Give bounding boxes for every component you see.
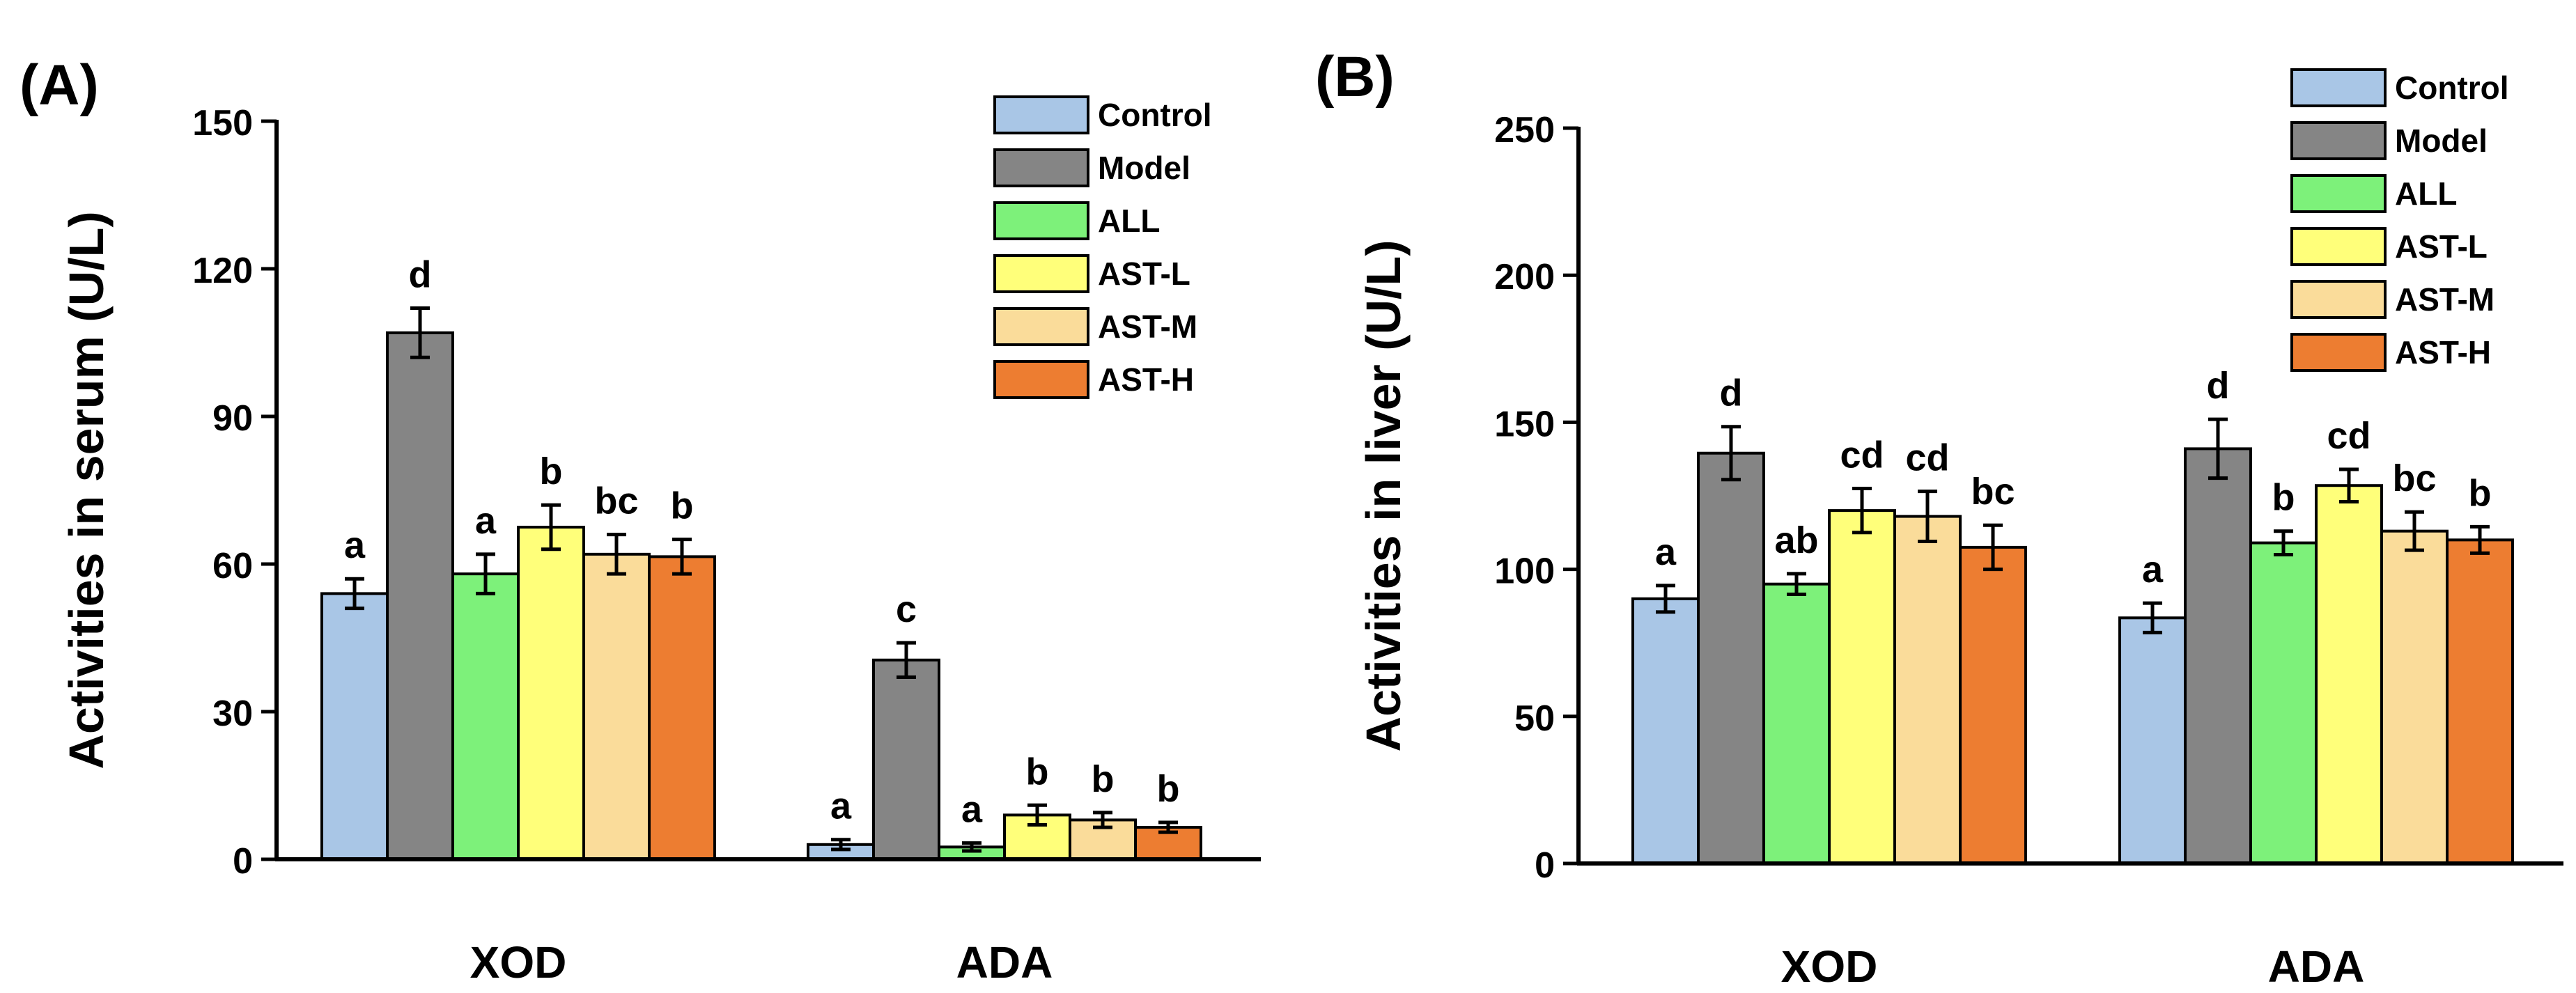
significance-letter: ab <box>1774 519 1818 561</box>
significance-letter: b <box>2469 472 2492 514</box>
significance-letter: bc <box>594 480 638 522</box>
legend-swatch <box>2290 121 2387 160</box>
legend-swatch <box>993 95 1089 134</box>
y-tick-label: 0 <box>1535 845 1555 886</box>
significance-letter: d <box>409 254 432 296</box>
significance-letter: b <box>1157 768 1180 810</box>
legend-swatch <box>2290 280 2387 319</box>
legend-swatch <box>2290 174 2387 213</box>
legend-swatch <box>993 307 1089 346</box>
significance-letter: b <box>1026 751 1049 792</box>
legend-swatch <box>993 254 1089 293</box>
legend-swatch <box>993 360 1089 399</box>
y-tick-label: 0 <box>233 841 253 882</box>
panel-label: (B) <box>1315 45 1395 109</box>
bar <box>1828 509 1896 865</box>
y-tick-label: 90 <box>212 398 253 439</box>
significance-letter: b <box>2272 477 2295 519</box>
bar <box>517 526 585 861</box>
bar <box>2118 616 2187 866</box>
significance-letter: b <box>1092 758 1115 800</box>
significance-letter: d <box>2207 365 2230 407</box>
bar <box>2315 484 2383 865</box>
y-tick-label: 150 <box>192 103 253 143</box>
bar <box>451 572 520 861</box>
y-tick-label: 250 <box>1494 110 1555 150</box>
significance-letter: bc <box>1971 471 2015 513</box>
legend: Control Model ALL AST-L AST-M AST-H <box>993 95 1212 399</box>
chart-panel-2: (B) Activities in liver (U/L) 0 50 100 150 200… <box>1315 45 2563 992</box>
significance-letter: cd <box>1905 437 1949 479</box>
y-tick-label: 200 <box>1494 257 1555 297</box>
panel-label: (A) <box>20 54 99 117</box>
legend-label: AST-H <box>1098 361 1194 398</box>
y-tick-label: 150 <box>1494 404 1555 444</box>
legend-swatch <box>2290 333 2387 372</box>
x-category-label: XOD <box>470 937 567 987</box>
significance-letter: a <box>344 524 366 566</box>
chart-panel-1: (A) Activities in serum (U/L) 0 30 60 90 120 15… <box>20 54 1261 987</box>
significance-letter: a <box>961 789 983 831</box>
x-category-label: ADA <box>2268 941 2365 990</box>
bar <box>582 552 651 861</box>
legend-label: ALL <box>1098 203 1160 239</box>
bar <box>1893 515 1962 865</box>
legend-swatch <box>993 201 1089 240</box>
bar <box>2249 541 2318 865</box>
significance-letter: b <box>671 485 694 527</box>
legend-swatch <box>993 148 1089 187</box>
x-category-label: ADA <box>956 937 1053 987</box>
legend-label: Model <box>2395 123 2488 159</box>
bar <box>320 592 389 861</box>
bar <box>2184 447 2252 865</box>
legend-label: ALL <box>2395 175 2457 212</box>
bar <box>2446 538 2514 865</box>
y-tick-label: 100 <box>1494 552 1555 592</box>
significance-letter: a <box>830 785 852 827</box>
legend-label: AST-M <box>1098 308 1197 345</box>
legend-label: Control <box>2395 70 2509 106</box>
bar <box>1697 451 1765 865</box>
bar <box>1631 597 1700 866</box>
legend-label: AST-L <box>2395 228 2488 265</box>
significance-letter: cd <box>1840 434 1884 476</box>
significance-letter: c <box>896 588 917 630</box>
significance-letter: cd <box>2327 415 2371 457</box>
bar <box>1762 582 1831 865</box>
y-axis-title: Activities in serum (U/L) <box>59 211 114 769</box>
legend-swatch <box>2290 68 2387 107</box>
y-axis-title: Activities in liver (U/L) <box>1356 240 1411 751</box>
bar <box>2380 529 2449 865</box>
legend-label: AST-H <box>2395 334 2491 370</box>
x-category-label: XOD <box>1781 941 1878 990</box>
bar <box>648 555 716 861</box>
significance-letter: a <box>1655 531 1677 573</box>
legend-label: AST-L <box>1098 256 1190 292</box>
legend-label: Control <box>1098 97 1212 133</box>
significance-letter: b <box>540 451 563 492</box>
significance-letter: d <box>1720 373 1743 414</box>
legend-label: Model <box>1098 150 1190 186</box>
significance-letter: a <box>475 500 497 542</box>
significance-letter: bc <box>2392 458 2436 499</box>
y-tick-label: 120 <box>192 251 253 291</box>
y-tick-label: 60 <box>212 546 253 586</box>
legend-swatch <box>2290 227 2387 266</box>
bar <box>872 658 940 861</box>
y-tick-label: 50 <box>1514 698 1555 739</box>
bar <box>386 331 454 861</box>
legend-label: AST-M <box>2395 281 2494 318</box>
bar <box>1959 545 2027 865</box>
y-tick-label: 30 <box>212 694 253 734</box>
significance-letter: a <box>2142 549 2164 591</box>
legend: Control Model ALL AST-L AST-M AST-H <box>2290 68 2509 372</box>
